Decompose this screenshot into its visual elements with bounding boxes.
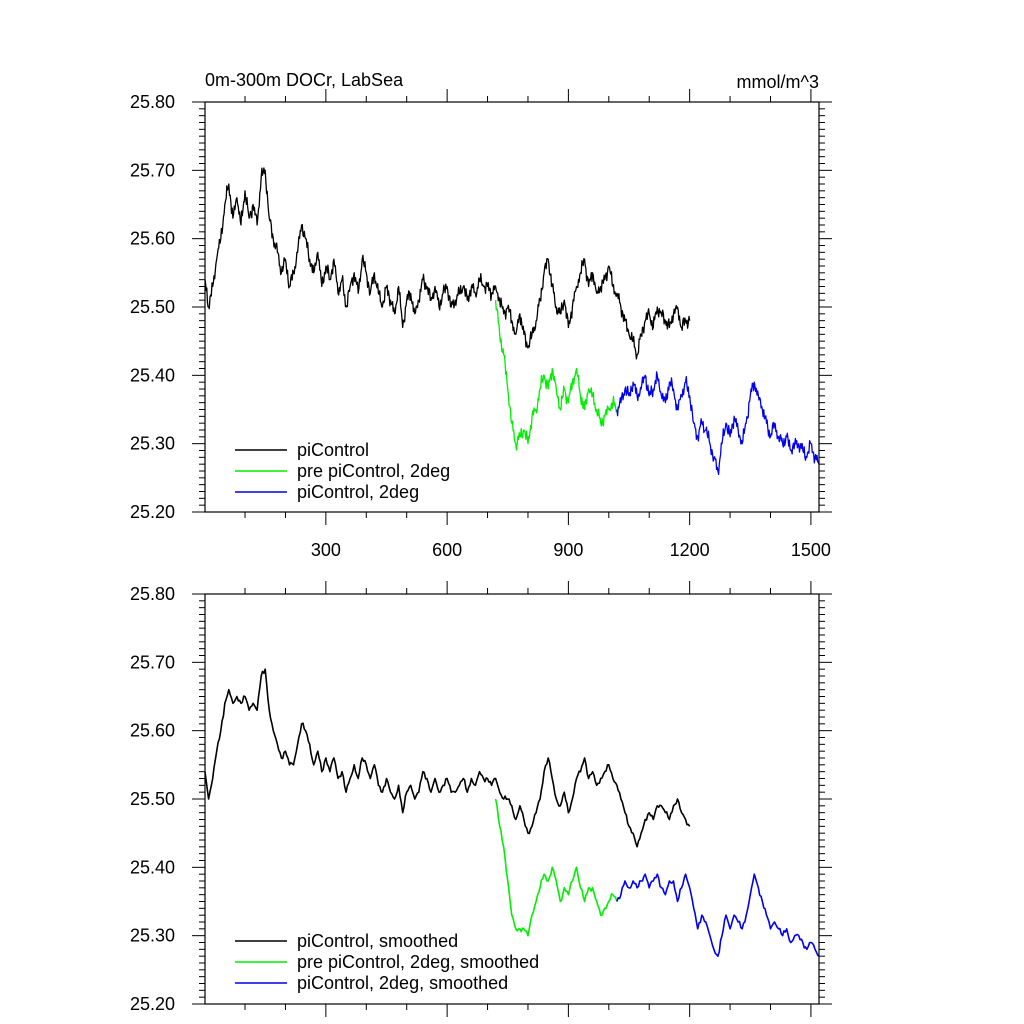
bottom-panel: 25.20 25.30 25.40 25.50 25.60 25.70 25.80 piCon… [130,581,832,1017]
bottom-panel-series-line [616,873,820,957]
top-panel: 0m-300m DOCr, LabSea mmol/m^3 300 600 900 1… [130,70,832,560]
top-panel-series-line [494,300,618,451]
top-panel-series-line [204,167,691,360]
top-panel-y-tick-label: 25.30 [130,434,175,454]
bottom-panel-y-tick-label: 25.40 [130,857,175,877]
bottom-panel-y-tick-label: 25.50 [130,789,175,809]
bottom-panel-y-tick-label: 25.70 [130,652,175,672]
top-panel-legend-label: pre piControl, 2deg [297,461,450,481]
top-panel-x-tick-label: 600 [432,540,462,560]
bottom-panel-series-line [204,668,691,848]
top-panel-title: 0m-300m DOCr, LabSea [205,70,404,90]
top-panel-series-line [616,371,820,476]
top-panel-x-tick-label: 300 [311,540,341,560]
bottom-panel-legend-label: piControl, 2deg, smoothed [297,973,508,993]
top-panel-x-tick-label: 1500 [791,540,831,560]
bottom-panel-y-tick-label: 25.60 [130,721,175,741]
bottom-panel-y-tick-label: 25.80 [130,584,175,604]
top-panel-y-tick-label: 25.60 [130,229,175,249]
top-panel-y-tick-label: 25.70 [130,160,175,180]
top-panel-x-tick-label: 900 [553,540,583,560]
top-panel-y-tick-label: 25.40 [130,365,175,385]
bottom-panel-y-tick-label: 25.30 [130,926,175,946]
top-panel-legend-label: piControl [297,440,369,460]
bottom-panel-legend-label: piControl, smoothed [297,931,458,951]
bottom-panel-y-tick-label: 25.20 [130,994,175,1014]
bottom-panel-legend-label: pre piControl, 2deg, smoothed [297,952,539,972]
top-panel-legend-label: piControl, 2deg [297,482,419,502]
top-panel-y-tick-label: 25.80 [130,92,175,112]
bottom-panel-series-line [494,798,618,937]
top-panel-units: mmol/m^3 [737,72,819,92]
top-panel-x-tick-label: 1200 [670,540,710,560]
top-panel-y-tick-label: 25.20 [130,502,175,522]
top-panel-y-tick-label: 25.50 [130,297,175,317]
